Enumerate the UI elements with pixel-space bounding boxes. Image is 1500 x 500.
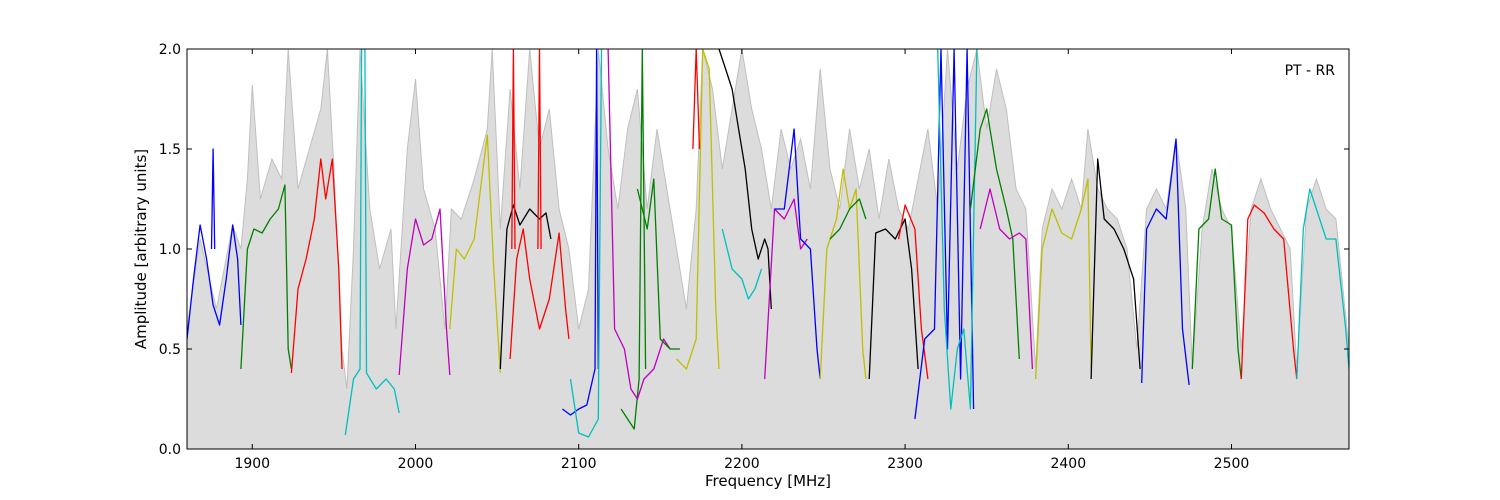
y-tick-label-1.5: 1.5 — [159, 142, 181, 158]
series-lines — [187, 49, 1349, 438]
x-tick-label-2100: 2100 — [561, 456, 597, 472]
series-line-30 — [1035, 178, 1092, 380]
series-line-0 — [187, 224, 242, 340]
series-line-12 — [569, 49, 603, 438]
series-line-3 — [290, 158, 343, 374]
series-line-10 — [537, 49, 542, 250]
series-line-19 — [721, 228, 763, 300]
series-line-20 — [764, 198, 808, 380]
x-tick-label-2200: 2200 — [724, 456, 760, 472]
series-line-1 — [210, 148, 216, 250]
x-tick-label-2500: 2500 — [1214, 456, 1250, 472]
series-line-23 — [829, 198, 867, 240]
series-line-35 — [1296, 188, 1349, 380]
series-line-33 — [1191, 168, 1242, 380]
series-line-24 — [868, 218, 919, 380]
series-line-16 — [676, 49, 720, 370]
series-line-14 — [607, 49, 671, 400]
series-line-7 — [499, 204, 552, 370]
x-tick-label-2000: 2000 — [398, 456, 434, 472]
series-line-2 — [240, 184, 293, 370]
x-tick-label-2400: 2400 — [1050, 456, 1086, 472]
series-line-22 — [819, 168, 867, 380]
series-line-21 — [774, 128, 821, 380]
series-line-15 — [636, 178, 680, 350]
series-line-29 — [979, 188, 1034, 370]
series-line-28 — [969, 108, 1020, 360]
series-line-31 — [1090, 158, 1141, 380]
x-axis-label: Frequency [MHz] — [705, 472, 831, 490]
series-line-13 — [620, 49, 647, 430]
y-tick-label-1: 1.0 — [159, 242, 181, 258]
series-line-5 — [398, 208, 451, 376]
series-line-9 — [511, 49, 516, 250]
series-line-17 — [692, 49, 701, 150]
x-tick-label-1900: 1900 — [234, 456, 270, 472]
series-line-11 — [562, 49, 599, 416]
y-tick-label-2: 2.0 — [159, 42, 181, 58]
y-tick-label-0.5: 0.5 — [159, 342, 181, 358]
annotation-label: PT - RR — [1285, 63, 1336, 79]
plot-area — [187, 49, 1349, 449]
y-tick-label-0: 0.0 — [159, 442, 181, 458]
series-line-27 — [937, 49, 978, 410]
series-line-32 — [1141, 138, 1190, 386]
series-line-8 — [509, 228, 570, 360]
series-line-6 — [449, 134, 501, 374]
x-axis-ticks: 1900 2000 2100 2200 2300 2400 2500 — [234, 49, 1249, 472]
x-tick-label-2300: 2300 — [887, 456, 923, 472]
series-line-4 — [344, 49, 400, 436]
y-axis-label: Amplitude [arbitrary units] — [132, 149, 150, 349]
series-line-34 — [1240, 204, 1298, 380]
series-line-18 — [718, 49, 772, 310]
y-axis-ticks: 0.0 0.5 1.0 1.5 2.0 — [159, 42, 1349, 458]
